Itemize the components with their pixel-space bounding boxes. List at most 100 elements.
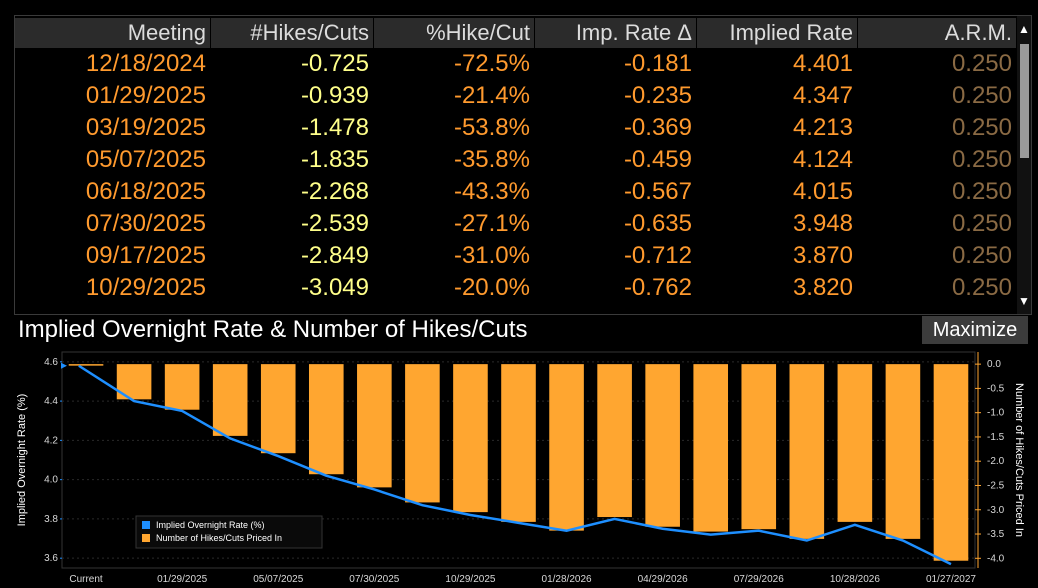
cell-pct-hike-cut: -35.8% [453, 146, 530, 173]
cell-meeting: 05/07/2025 [85, 146, 206, 173]
cell-meeting: 01/29/2025 [85, 82, 206, 109]
legend-swatch [142, 521, 150, 529]
y2-tick-label: -0.5 [987, 383, 1005, 394]
table-row[interactable]: 03/19/2025 -1.478 -53.8% -0.369 4.213 0.250 [15, 112, 1015, 144]
cell-hikes-cuts: -1.835 [300, 146, 369, 173]
maximize-button[interactable]: Maximize [922, 316, 1028, 344]
y2-axis-title: Number of Hikes/Cuts Priced In [1013, 383, 1025, 537]
legend-label: Implied Overnight Rate (%) [156, 520, 265, 530]
cell-hikes-cuts: -1.478 [300, 114, 369, 141]
bar [164, 364, 200, 410]
bar [308, 364, 344, 475]
cell-implied-rate: 3.948 [792, 210, 853, 237]
cell-meeting: 06/18/2025 [85, 178, 206, 205]
bar [741, 364, 777, 530]
y2-tick-label: -1.5 [987, 432, 1005, 443]
y2-tick-label: 0.0 [987, 359, 1001, 370]
cell-imp-rate-delta: -0.459 [623, 146, 692, 173]
cell-arm: 0.250 [951, 146, 1012, 173]
x-tick-label: 01/29/2025 [157, 574, 207, 585]
bar [405, 364, 440, 503]
chart-title: Implied Overnight Rate & Number of Hikes… [18, 316, 528, 343]
cell-arm: 0.250 [951, 82, 1012, 109]
cell-pct-hike-cut: -21.4% [453, 82, 530, 109]
x-tick-label: 01/27/2027 [926, 574, 976, 585]
column-header-meeting[interactable]: Meeting [15, 18, 210, 48]
cell-imp-rate-delta: -0.235 [623, 82, 692, 109]
cell-imp-rate-delta: -0.635 [623, 210, 692, 237]
cell-arm: 0.250 [951, 242, 1012, 269]
table-row[interactable]: 10/29/2025 -3.049 -20.0% -0.762 3.820 0.250 [15, 272, 1015, 304]
cell-arm: 0.250 [951, 178, 1012, 205]
cell-arm: 0.250 [951, 114, 1012, 141]
x-tick-label: 10/28/2026 [830, 574, 880, 585]
table-body[interactable]: 12/18/2024 -0.725 -72.5% -0.181 4.401 0.250 01… [15, 48, 1015, 314]
arrow-up-icon[interactable]: ▲ [1018, 22, 1030, 36]
bar [453, 364, 488, 513]
cell-hikes-cuts: -0.725 [300, 50, 369, 77]
column-header-pct-hike-cut[interactable]: %Hike/Cut [374, 18, 534, 48]
bar [549, 364, 584, 531]
bar [260, 364, 296, 454]
table-header: Meeting #Hikes/Cuts %Hike/Cut Imp. Rate Δ Im… [15, 16, 1016, 48]
cell-pct-hike-cut: -31.0% [453, 242, 530, 269]
y2-tick-label: -1.0 [987, 408, 1005, 419]
cell-implied-rate: 4.124 [792, 146, 853, 173]
cell-meeting: 09/17/2025 [85, 242, 206, 269]
y2-tick-label: -2.0 [987, 456, 1005, 467]
column-header-implied-rate[interactable]: Implied Rate [697, 18, 857, 48]
current-value-marker [61, 362, 67, 369]
legend-label: Number of Hikes/Cuts Priced In [156, 533, 282, 543]
cell-hikes-cuts: -0.939 [300, 82, 369, 109]
bar [645, 364, 680, 527]
x-tick-label: 07/30/2025 [349, 574, 399, 585]
bar [789, 364, 825, 539]
cell-imp-rate-delta: -0.712 [623, 242, 692, 269]
table-row[interactable]: 07/30/2025 -2.539 -27.1% -0.635 3.948 0.250 [15, 208, 1015, 240]
x-tick-label: 07/29/2026 [734, 574, 784, 585]
bar [212, 364, 248, 436]
cell-hikes-cuts: -2.268 [300, 178, 369, 205]
cell-implied-rate: 4.347 [792, 82, 853, 109]
bar [885, 364, 921, 539]
cell-implied-rate: 3.870 [792, 242, 853, 269]
bar [68, 364, 104, 366]
y-tick-label: 4.2 [44, 435, 58, 446]
x-tick-label: Current [69, 574, 103, 585]
plot-area [61, 351, 976, 569]
table-row[interactable]: 12/18/2024 -0.725 -72.5% -0.181 4.401 0.250 [15, 48, 1015, 80]
legend [135, 515, 323, 549]
cell-pct-hike-cut: -72.5% [453, 50, 530, 77]
column-header-imp-rate-delta[interactable]: Imp. Rate Δ [535, 18, 696, 48]
arrow-down-icon[interactable]: ▼ [1018, 294, 1030, 308]
table-row[interactable]: 05/07/2025 -1.835 -35.8% -0.459 4.124 0.250 [15, 144, 1015, 176]
cell-hikes-cuts: -2.849 [300, 242, 369, 269]
table-row[interactable]: 01/29/2025 -0.939 -21.4% -0.235 4.347 0.250 [15, 80, 1015, 112]
column-header-arm[interactable]: A.R.M. [858, 18, 1016, 48]
cell-implied-rate: 4.015 [792, 178, 853, 205]
cell-pct-hike-cut: -27.1% [453, 210, 530, 237]
bar [693, 364, 729, 532]
column-header-hikes-cuts[interactable]: #Hikes/Cuts [211, 18, 373, 48]
cell-hikes-cuts: -2.539 [300, 210, 369, 237]
rate-chart: 3.6 3.8 4.0 4.2 4.4 4.6 0.0 -0.5 -1.0 -1.5 -2.0 -2.… [16, 351, 1025, 585]
cell-imp-rate-delta: -0.181 [623, 50, 692, 77]
cell-arm: 0.250 [951, 50, 1012, 77]
vertical-scrollbar[interactable]: ▲ ▼ [1017, 16, 1031, 314]
cell-hikes-cuts: -3.049 [300, 274, 369, 301]
y-tick-label: 4.0 [44, 475, 58, 486]
y2-tick-label: -3.0 [987, 505, 1005, 516]
scrollbar-thumb[interactable] [1020, 44, 1029, 158]
y-tick-label: 3.8 [44, 514, 58, 525]
cell-imp-rate-delta: -0.369 [623, 114, 692, 141]
x-tick-label: 10/29/2025 [445, 574, 495, 585]
cell-arm: 0.250 [951, 274, 1012, 301]
table-row[interactable]: 09/17/2025 -2.849 -31.0% -0.712 3.870 0.250 [15, 240, 1015, 272]
meetings-table: Meeting #Hikes/Cuts %Hike/Cut Imp. Rate Δ Im… [14, 15, 1032, 315]
cell-meeting: 07/30/2025 [85, 210, 206, 237]
x-tick-label: 05/07/2025 [253, 574, 303, 585]
legend-swatch [142, 534, 150, 542]
table-row[interactable]: 06/18/2025 -2.268 -43.3% -0.567 4.015 0.250 [15, 176, 1015, 208]
cell-implied-rate: 4.213 [792, 114, 853, 141]
cell-implied-rate: 3.820 [792, 274, 853, 301]
